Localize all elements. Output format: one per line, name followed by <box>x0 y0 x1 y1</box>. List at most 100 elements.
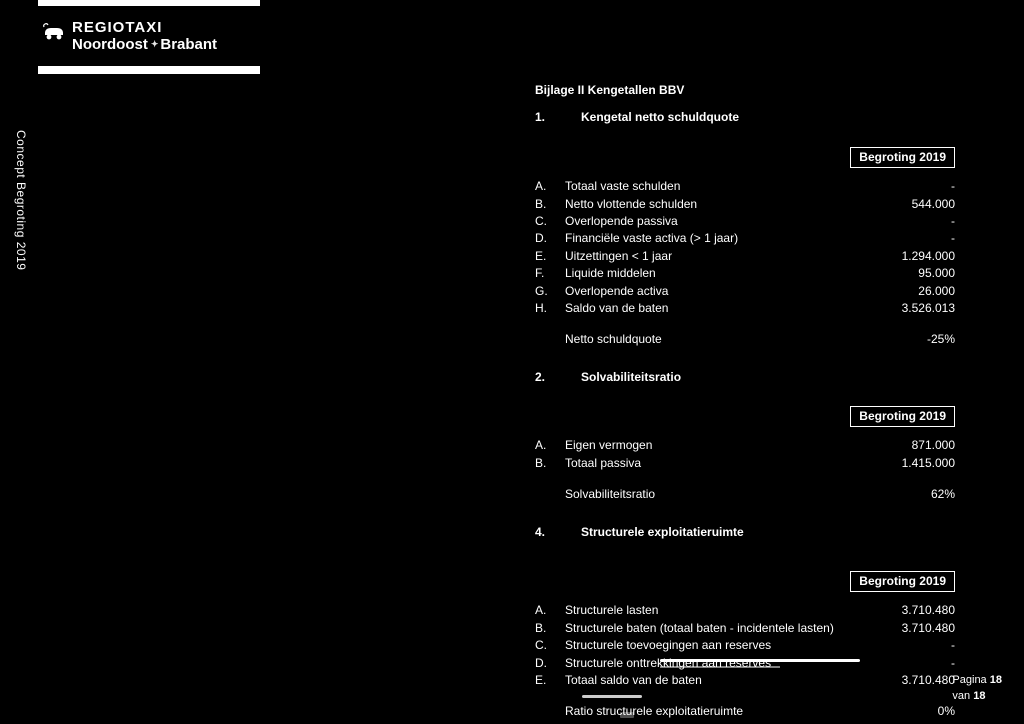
table-row: A.Structurele lasten3.710.480 <box>535 602 955 619</box>
page-current: 18 <box>990 674 1002 686</box>
row-letter: B. <box>535 196 565 213</box>
row-desc: Totaal passiva <box>565 455 875 472</box>
result-row: Netto schuldquote-25% <box>535 331 955 348</box>
row-value: 3.710.480 <box>875 672 955 689</box>
row-desc: Structurele baten (totaal baten - incide… <box>565 620 875 637</box>
budget-box-row: Begroting 2019 <box>535 406 955 427</box>
result-value: -25% <box>875 331 955 348</box>
table-row: C.Structurele toevoegingen aan reserves- <box>535 637 955 654</box>
row-value: 26.000 <box>875 283 955 300</box>
page-footer: Pagina 18 van 18 <box>952 673 1002 704</box>
table-row: F.Liquide middelen95.000 <box>535 265 955 282</box>
budget-label: Begroting 2019 <box>850 571 955 592</box>
budget-label: Begroting 2019 <box>850 406 955 427</box>
table-row: B.Netto vlottende schulden544.000 <box>535 196 955 213</box>
logo-text-line2: Noordoost ✦ Brabant <box>72 37 217 54</box>
result-value: 62% <box>875 486 955 503</box>
row-letter: H. <box>535 300 565 317</box>
row-value: - <box>875 213 955 230</box>
logo-text-line2b: Brabant <box>160 37 217 54</box>
row-value: 1.415.000 <box>875 455 955 472</box>
result-desc: Ratio structurele exploitatieruimte <box>565 703 875 720</box>
row-value: 3.710.480 <box>875 620 955 637</box>
row-letter: C. <box>535 637 565 654</box>
row-value: - <box>875 655 955 672</box>
section-2-number: 2. <box>535 369 555 386</box>
budget-box-row: Begroting 2019 <box>535 147 955 168</box>
row-value: 3.710.480 <box>875 602 955 619</box>
document-content: Bijlage II Kengetallen BBV 1. Kengetal n… <box>535 82 955 721</box>
top-decorative-bar <box>38 0 260 6</box>
row-desc: Structurele onttrekkingen aan reserves <box>565 655 875 672</box>
page-title: Bijlage II Kengetallen BBV <box>535 82 955 99</box>
of-word: van <box>952 690 970 702</box>
logo-text-line2a: Noordoost <box>72 37 148 54</box>
result-value: 0% <box>875 703 955 720</box>
table-row: D.Structurele onttrekkingen aan reserves… <box>535 655 955 672</box>
row-value: - <box>875 178 955 195</box>
scan-artifact <box>582 695 642 698</box>
row-letter: G. <box>535 283 565 300</box>
vertical-document-label: Concept Begroting 2019 <box>14 130 28 270</box>
row-desc: Overlopende activa <box>565 283 875 300</box>
section-2-name: Solvabiliteitsratio <box>581 369 681 386</box>
row-desc: Netto vlottende schulden <box>565 196 875 213</box>
table-row: A.Totaal vaste schulden- <box>535 178 955 195</box>
table-row: B.Structurele baten (totaal baten - inci… <box>535 620 955 637</box>
table-row: C.Overlopende passiva- <box>535 213 955 230</box>
row-value: 95.000 <box>875 265 955 282</box>
row-desc: Totaal saldo van de baten <box>565 672 875 689</box>
page-word: Pagina <box>952 674 986 686</box>
row-desc: Financiële vaste activa (> 1 jaar) <box>565 230 875 247</box>
section-4-name: Structurele exploitatieruimte <box>581 524 744 541</box>
row-value: 544.000 <box>875 196 955 213</box>
row-value: 1.294.000 <box>875 248 955 265</box>
budget-label: Begroting 2019 <box>850 147 955 168</box>
row-letter: E. <box>535 672 565 689</box>
row-desc: Eigen vermogen <box>565 437 875 454</box>
row-desc: Structurele lasten <box>565 602 875 619</box>
row-desc: Liquide middelen <box>565 265 875 282</box>
row-letter: A. <box>535 178 565 195</box>
section-1-name: Kengetal netto schuldquote <box>581 109 739 126</box>
row-letter: D. <box>535 230 565 247</box>
row-letter: E. <box>535 248 565 265</box>
table-row: E.Totaal saldo van de baten3.710.480 <box>535 672 955 689</box>
table-row: D.Financiële vaste activa (> 1 jaar)- <box>535 230 955 247</box>
result-row: Ratio structurele exploitatieruimte0% <box>535 703 955 720</box>
row-letter: A. <box>535 602 565 619</box>
scan-artifact <box>660 659 860 662</box>
result-desc: Netto schuldquote <box>565 331 875 348</box>
logo-dots-icon: ✦ <box>150 40 159 50</box>
row-value: 871.000 <box>875 437 955 454</box>
row-letter: C. <box>535 213 565 230</box>
result-row: Solvabiliteitsratio62% <box>535 486 955 503</box>
logo-underline-bar <box>38 66 260 74</box>
table-row: G.Overlopende activa26.000 <box>535 283 955 300</box>
table-row: B.Totaal passiva1.415.000 <box>535 455 955 472</box>
logo: REGIOTAXI Noordoost ✦ Brabant <box>42 20 217 53</box>
row-letter: B. <box>535 620 565 637</box>
row-letter: B. <box>535 455 565 472</box>
section-1-heading: 1. Kengetal netto schuldquote <box>535 109 955 126</box>
scan-artifact <box>620 712 634 718</box>
logo-text-line1: REGIOTAXI <box>72 20 217 37</box>
row-desc: Uitzettingen < 1 jaar <box>565 248 875 265</box>
table-row: E.Uitzettingen < 1 jaar1.294.000 <box>535 248 955 265</box>
taxi-icon <box>42 22 66 42</box>
page-total: 18 <box>973 690 985 702</box>
table-row: H.Saldo van de baten3.526.013 <box>535 300 955 317</box>
row-letter: D. <box>535 655 565 672</box>
section-4-number: 4. <box>535 524 555 541</box>
budget-box-row: Begroting 2019 <box>535 571 955 592</box>
row-letter: A. <box>535 437 565 454</box>
row-desc: Saldo van de baten <box>565 300 875 317</box>
scan-artifact <box>660 666 780 668</box>
section-4-heading: 4. Structurele exploitatieruimte <box>535 524 955 541</box>
row-value: - <box>875 230 955 247</box>
result-desc: Solvabiliteitsratio <box>565 486 875 503</box>
row-desc: Structurele toevoegingen aan reserves <box>565 637 875 654</box>
section-1-number: 1. <box>535 109 555 126</box>
row-desc: Totaal vaste schulden <box>565 178 875 195</box>
table-row: A.Eigen vermogen871.000 <box>535 437 955 454</box>
